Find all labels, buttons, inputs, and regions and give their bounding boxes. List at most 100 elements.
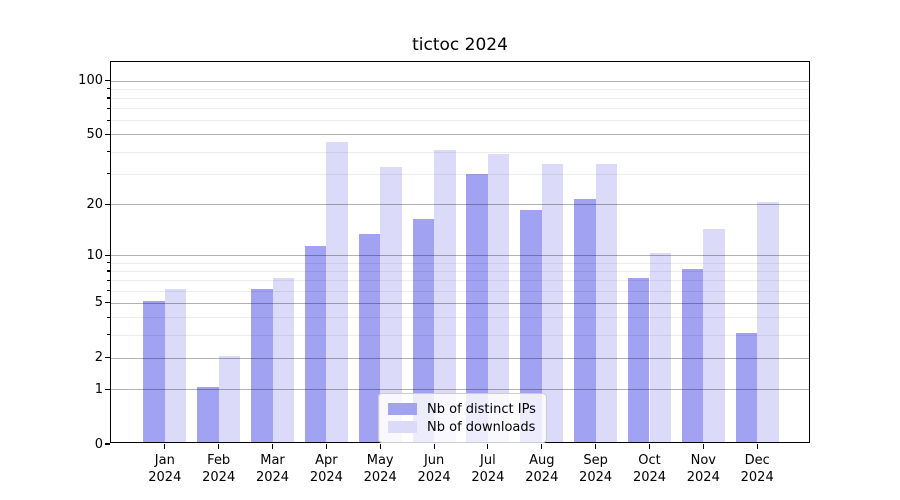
y-tick-mark-100: [105, 80, 110, 82]
gridline-9: [111, 262, 809, 264]
legend: Nb of distinct IPs Nb of downloads: [378, 393, 547, 443]
y-tick-label-10: 10: [86, 247, 103, 263]
gridline-100: [111, 80, 809, 82]
x-tick-mark-mar: [271, 444, 274, 449]
y-tick-label-50: 50: [86, 126, 103, 142]
y-minor-tick-mark-3: [107, 334, 110, 336]
bar-downloads-sep: [595, 164, 618, 442]
bar-distinct-ips-nov: [681, 269, 704, 442]
x-tick-label-oct: Oct 2024: [632, 453, 667, 485]
x-tick-label-aug: Aug 2024: [525, 453, 559, 485]
x-tick-label-may: May 2024: [363, 453, 397, 485]
bar-distinct-ips-oct: [627, 278, 650, 442]
bar-downloads-oct: [649, 253, 671, 442]
y-tick-label-1: 1: [94, 381, 103, 397]
gridline-20: [111, 204, 809, 206]
gridline-80: [111, 98, 809, 99]
bar-distinct-ips-dec: [735, 332, 758, 442]
y-minor-tick-mark-6: [107, 290, 110, 292]
bar-distinct-ips-mar: [251, 288, 273, 442]
bar-distinct-ips-feb: [197, 387, 219, 442]
y-minor-tick-mark-80: [107, 97, 110, 99]
x-tick-label-apr: Apr 2024: [309, 453, 343, 485]
x-tick-mark-aug: [541, 444, 543, 449]
x-tick-mark-oct: [648, 444, 651, 449]
gridline-6: [111, 290, 809, 292]
y-tick-mark-20: [105, 203, 110, 205]
y-tick-mark-10: [105, 254, 110, 256]
legend-label-distinct-ips: Nb of distinct IPs: [427, 401, 536, 417]
y-tick-mark-0: [105, 443, 110, 445]
bar-distinct-ips-sep: [574, 198, 596, 442]
gridline-2: [111, 357, 809, 359]
plot-area: 0 1 2 5 10 20 50 100 Jan 2024 Feb 2024 Mar 2024 Apr…: [78, 61, 810, 485]
gridline-10: [111, 255, 809, 257]
x-tick-label-nov: Nov 2024: [686, 453, 720, 485]
x-tick-label-jun: Jun 2024: [417, 453, 451, 485]
bar-distinct-ips-jul: [466, 174, 488, 442]
y-tick-label-20: 20: [86, 196, 103, 212]
x-tick-label-dec: Dec 2024: [740, 453, 774, 485]
gridline-30: [111, 173, 809, 175]
bar-distinct-ips-may: [358, 234, 381, 442]
gridline-60: [111, 120, 809, 122]
bar-distinct-ips-aug: [520, 210, 542, 442]
x-tick-mark-sep: [595, 444, 597, 449]
x-tick-label-mar: Mar 2024: [255, 453, 290, 485]
gridline-90: [111, 88, 809, 90]
gridline-40: [111, 151, 809, 153]
gridline-7: [111, 280, 809, 282]
y-minor-tick-mark-70: [107, 107, 110, 109]
x-tick-mark-apr: [325, 444, 327, 449]
bar-distinct-ips-apr: [304, 246, 327, 442]
y-tick-label-5: 5: [94, 295, 103, 311]
bar-downloads-jul: [487, 153, 510, 442]
bar-downloads-nov: [703, 228, 725, 442]
legend-entry-downloads: Nb of downloads: [388, 419, 536, 435]
bar-distinct-ips-jan: [143, 300, 165, 442]
legend-swatch-distinct-ips-icon: [388, 403, 417, 415]
x-tick-mark-dec: [756, 444, 758, 449]
gridline-3: [111, 334, 809, 336]
legend-label-downloads: Nb of downloads: [427, 419, 536, 435]
x-tick-label-jul: Jul 2024: [471, 453, 505, 485]
bar-downloads-feb: [218, 355, 241, 442]
y-minor-tick-mark-8: [107, 270, 110, 272]
gridline-4: [111, 317, 809, 319]
legend-entry-distinct-ips: Nb of distinct IPs: [388, 401, 536, 417]
bar-distinct-ips-jun: [412, 218, 434, 442]
bar-downloads-aug: [541, 164, 564, 442]
gridline-8: [111, 271, 809, 272]
y-tick-mark-2: [105, 356, 110, 359]
bar-downloads-jun: [434, 149, 456, 442]
axis-layer: 0 1 2 5 10 20 50 100 Jan 2024 Feb 2024 Mar 2024 Apr…: [78, 62, 809, 485]
y-minor-tick-mark-60: [107, 119, 110, 121]
bar-downloads-dec: [757, 202, 779, 442]
grid-layer: [111, 62, 809, 442]
x-tick-mark-may: [379, 444, 381, 449]
x-tick-label-feb: Feb 2024: [202, 453, 236, 485]
x-tick-mark-jul: [487, 444, 489, 449]
y-tick-label-2: 2: [94, 350, 103, 365]
bar-downloads-jan: [164, 288, 187, 442]
y-tick-mark-1: [105, 388, 110, 390]
y-minor-tick-mark-30: [107, 173, 110, 175]
gridline-5: [111, 302, 809, 304]
y-tick-mark-50: [105, 133, 110, 135]
x-tick-mark-nov: [702, 444, 704, 449]
x-tick-mark-feb: [218, 444, 220, 449]
x-tick-mark-jun: [433, 444, 435, 449]
y-tick-label-0: 0: [94, 436, 103, 452]
x-tick-mark-jan: [164, 444, 166, 449]
y-minor-tick-mark-4: [107, 316, 110, 318]
legend-swatch-downloads-icon: [388, 421, 417, 433]
gridline-70: [111, 108, 809, 110]
y-minor-tick-mark-7: [107, 279, 110, 281]
bar-downloads-may: [380, 166, 402, 442]
x-tick-label-jan: Jan 2024: [148, 453, 182, 485]
bar-downloads-apr: [326, 142, 348, 442]
gridline-1: [111, 389, 809, 391]
y-tick-label-100: 100: [78, 73, 103, 89]
y-minor-tick-mark-40: [107, 151, 110, 153]
